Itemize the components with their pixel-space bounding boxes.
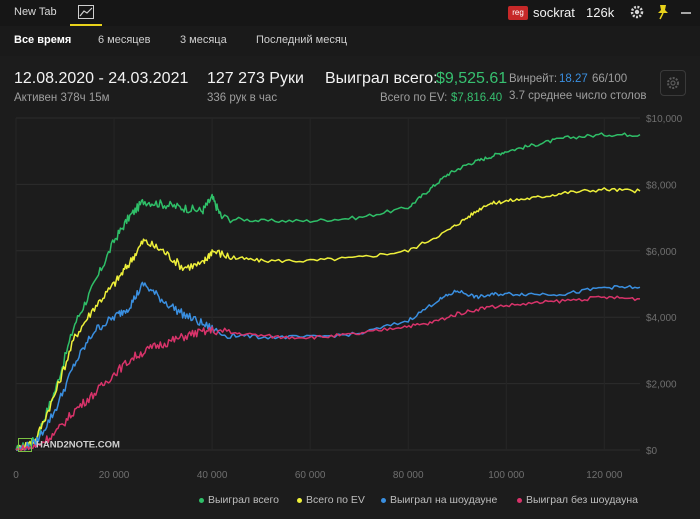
legend-dot xyxy=(199,497,204,503)
y-tick-label: $4,000 xyxy=(646,313,677,324)
top-bar: New Tab reg sockrat 126k xyxy=(0,0,700,26)
legend-label: Выиграл на шоудауне xyxy=(390,494,498,506)
legend-dot xyxy=(517,497,522,503)
logo-mark-icon xyxy=(18,438,32,452)
hands-count: 127 273 Руки xyxy=(207,70,304,87)
balance: 126k xyxy=(586,5,615,20)
x-tick-label: 40 000 xyxy=(197,470,228,481)
hands-per-hour: 336 рук в час xyxy=(207,92,278,104)
tab-3-months[interactable]: 3 месяца xyxy=(180,34,227,46)
y-tick-label: $0 xyxy=(646,446,658,457)
tab-all-time[interactable]: Все время xyxy=(0,26,86,56)
winrate-value: 18.27 xyxy=(559,73,588,85)
won-total-label: Выиграл всего: xyxy=(325,70,438,87)
y-tick-label: $10,000 xyxy=(646,114,683,125)
winrate-label: Винрейт: xyxy=(509,73,558,85)
date-range: 12.08.2020 - 24.03.2021 xyxy=(14,70,189,87)
chart-settings-button[interactable] xyxy=(660,70,686,96)
x-tick-label: 20 000 xyxy=(99,470,130,481)
legend-won-total[interactable]: Выиграл всего xyxy=(199,494,279,506)
stats-panel: 12.08.2020 - 24.03.2021 Активен 378ч 15м… xyxy=(0,56,700,110)
tab-chart[interactable] xyxy=(70,0,102,26)
tab-6-months[interactable]: 6 месяцев xyxy=(98,34,151,46)
active-tab-underline xyxy=(70,24,102,26)
series-line-2 xyxy=(16,187,641,451)
chart-svg: $0 $2,000 $4,000 $6,000 $8,000 $10,000 0 20 000… xyxy=(13,114,683,481)
gear-icon xyxy=(667,77,679,89)
legend-showdown[interactable]: Выиграл на шоудауне xyxy=(381,494,497,506)
x-tick-label: 120 000 xyxy=(586,470,623,481)
period-tabs: Все время 6 месяцев 3 месяца Последний м… xyxy=(0,26,700,56)
chart-tab-icon xyxy=(78,5,94,19)
hand2note-logo: HAND2NOTE.COM xyxy=(18,438,120,452)
reg-badge: reg xyxy=(508,6,528,20)
legend-label: Выиграл без шоудауна xyxy=(526,494,638,506)
legend-ev[interactable]: Всего по EV xyxy=(297,494,365,506)
avg-tables: 3.7 среднее число столов xyxy=(509,90,647,102)
active-time: Активен 378ч 15м xyxy=(14,92,110,104)
ev-value: $7,816.40 xyxy=(451,92,503,104)
series-line-3 xyxy=(16,281,641,451)
y-tick-label: $8,000 xyxy=(646,180,677,191)
series-line-1 xyxy=(15,132,641,451)
series-line-4 xyxy=(15,295,641,451)
winrate-sample: 66/100 xyxy=(592,73,628,85)
y-tick-label: $2,000 xyxy=(646,380,677,391)
minimize-icon[interactable] xyxy=(678,3,694,21)
x-tick-label: 60 000 xyxy=(295,470,326,481)
y-tick-label: $6,000 xyxy=(646,247,677,258)
legend-dot xyxy=(381,497,386,503)
tab-new-tab[interactable]: New Tab xyxy=(14,6,57,18)
logo-text: HAND2NOTE.COM xyxy=(36,439,120,451)
legend-label: Выиграл всего xyxy=(208,494,279,506)
pin-icon[interactable] xyxy=(655,3,671,21)
ev-label: Всего по EV: xyxy=(380,92,448,104)
legend-dot xyxy=(297,497,302,503)
x-tick-label: 80 000 xyxy=(393,470,424,481)
won-total-value: $9,525.61 xyxy=(436,70,508,87)
gear-icon[interactable] xyxy=(628,3,646,21)
x-tick-label: 0 xyxy=(13,470,19,481)
legend-label: Всего по EV xyxy=(306,494,365,506)
profit-chart: $0 $2,000 $4,000 $6,000 $8,000 $10,000 0 20 000… xyxy=(0,110,700,519)
legend-non-showdown[interactable]: Выиграл без шоудауна xyxy=(517,494,638,506)
username[interactable]: sockrat xyxy=(533,5,575,20)
tab-last-month[interactable]: Последний месяц xyxy=(256,34,348,46)
x-tick-label: 100 000 xyxy=(488,470,525,481)
